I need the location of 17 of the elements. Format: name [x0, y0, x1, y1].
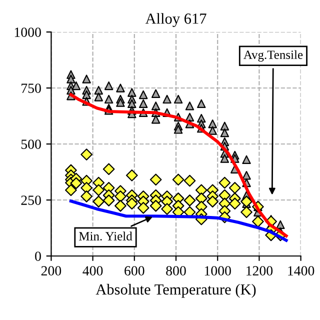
x-tick-label: 800 [166, 266, 186, 276]
x-tick-label: 1200 [246, 266, 273, 276]
x-axis-title: Absolute Temperature (K) [96, 284, 256, 298]
annotation: Min. Yield [79, 232, 132, 240]
y-tick-label: 250 [21, 196, 41, 205]
y-tick-label: 750 [22, 84, 41, 93]
chart-title: Alloy 617 [145, 13, 206, 27]
x-tick-label: 200 [41, 266, 62, 276]
x-tick-label: 600 [124, 266, 144, 276]
y-tick-label: 1000 [14, 28, 41, 37]
y-tick-label: 0 [35, 252, 41, 261]
line-series [69, 200, 288, 242]
x-tick-label: 400 [82, 266, 103, 276]
annotation: Avg.Tensile [244, 50, 303, 62]
y-tick-label: 500 [21, 140, 41, 149]
x-tick-label: 1400 [288, 266, 314, 276]
x-tick-label: 1000 [204, 266, 231, 276]
